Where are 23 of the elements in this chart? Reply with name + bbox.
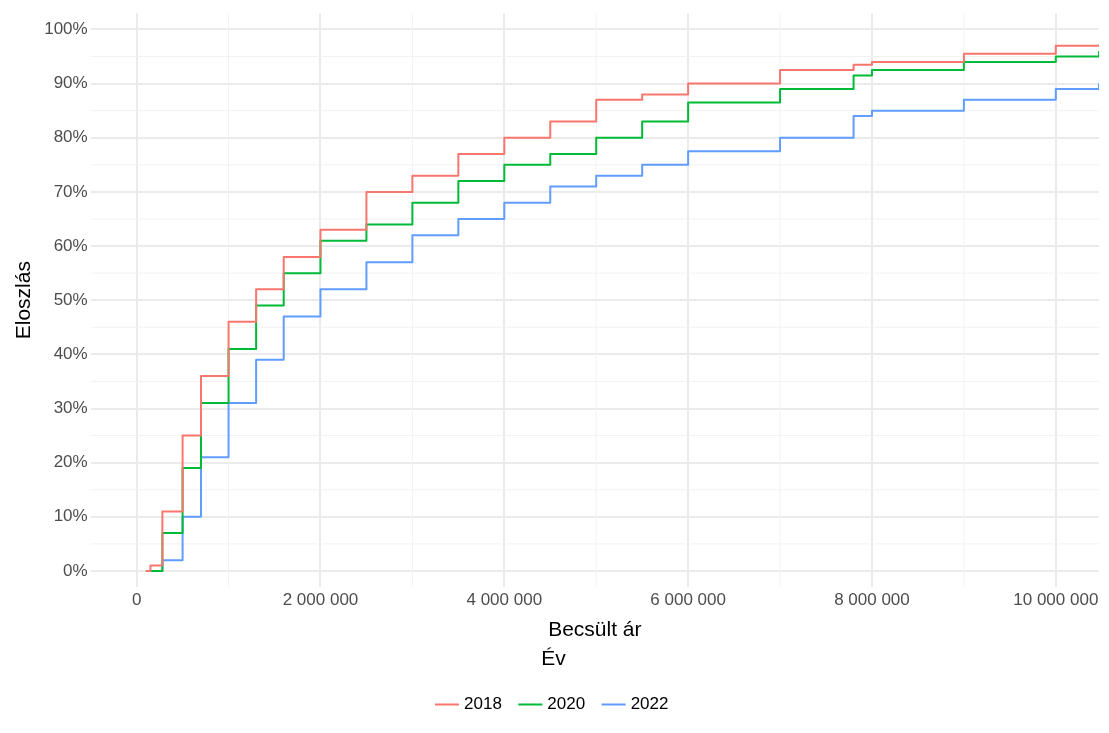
x-tick-label: 0 [131, 590, 142, 610]
legend-label: 2020 [547, 694, 586, 714]
y-tick-label: 30% [53, 398, 88, 418]
legend-label: 2018 [464, 694, 502, 714]
y-tick-label: 40% [53, 344, 88, 364]
y-axis-title: Eloszlás [11, 261, 35, 340]
y-tick-label: 90% [53, 73, 88, 93]
y-tick-label: 0% [63, 560, 88, 580]
x-tick-label: 10 000 000 [1013, 590, 1099, 610]
y-tick-label: 50% [53, 289, 88, 309]
x-axis-title: Becsült ár [548, 617, 642, 640]
x-tick-label: 4 000 000 [466, 590, 543, 610]
y-tick-label: 60% [53, 235, 88, 255]
x-tick-label: 6 000 000 [650, 590, 726, 610]
y-tick-label: 70% [53, 181, 88, 201]
x-tick-label: 2 000 000 [282, 590, 359, 610]
y-tick-label: 20% [53, 452, 88, 472]
legend-title: Év [541, 646, 567, 670]
y-tick-label: 80% [53, 127, 88, 147]
legend-label: 2022 [630, 694, 669, 714]
x-tick-label: 8 000 000 [834, 590, 910, 610]
y-tick-label: 10% [53, 506, 88, 526]
y-tick-label: 100% [44, 19, 88, 39]
